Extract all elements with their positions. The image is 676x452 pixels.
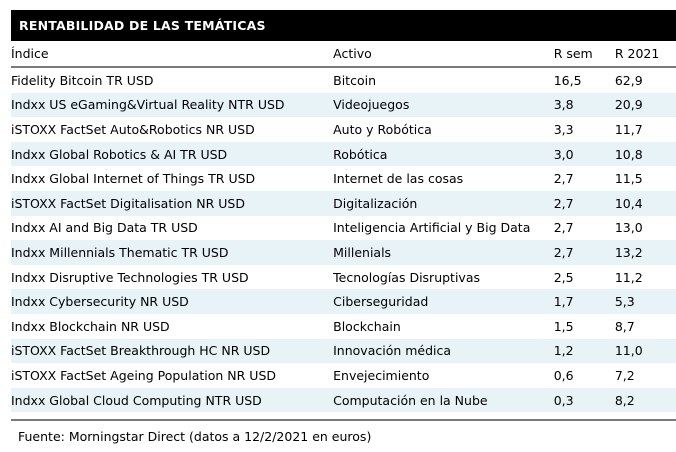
r-2021-cell: 13,0 — [614, 220, 643, 236]
header-row: Índice Activo R sem R 2021 — [11, 41, 676, 68]
index-name-cell: Indxx US eGaming&Virtual Reality NTR USD — [11, 92, 334, 118]
r-sem-cell: 0,6 — [553, 367, 574, 383]
table-body: Fidelity Bitcoin TR USD Bitcoin 16,5 62,9 In… — [11, 67, 676, 413]
index-name-cell: Indxx Blockchain NR USD — [11, 318, 170, 334]
asset-cell: Robótica — [333, 141, 554, 167]
table-row: Indxx Disruptive Technologies TR USD Tecn… — [11, 265, 676, 290]
source-note: Fuente: Morningstar Direct (datos a 12/2… — [18, 429, 372, 445]
r-2021-cell: 11,5 — [614, 171, 643, 187]
col-header-indice: Índice — [11, 41, 334, 68]
r-2021-cell: 7,2 — [614, 367, 635, 383]
r-2021-cell: 10,4 — [614, 190, 676, 216]
returns-table: Índice Activo R sem R 2021 Fidelity Bitc… — [11, 41, 676, 413]
index-name-cell: Indxx Millennials Thematic TR USD — [11, 240, 334, 265]
asset-cell: Millenials — [333, 240, 554, 265]
asset-cell: Computación en la Nube — [333, 387, 554, 413]
r-2021-cell: 11,0 — [614, 338, 676, 364]
table-row: Indxx AI and Big Data TR USD Inteligencia… — [11, 216, 676, 241]
asset-cell: Auto y Robótica — [333, 121, 432, 137]
r-sem-cell: 3,8 — [553, 92, 615, 118]
r-sem-cell: 0,3 — [553, 387, 615, 413]
asset-cell: Innovación médica — [333, 338, 554, 364]
asset-cell: Inteligencia Artificial y Big Data — [333, 220, 531, 236]
table-bottom-rule — [11, 419, 676, 422]
r-sem-cell: 1,7 — [553, 289, 615, 314]
r-sem-cell: 3,3 — [553, 121, 574, 137]
r-sem-cell: 2,7 — [553, 240, 615, 265]
table-header: Índice Activo R sem R 2021 — [11, 41, 676, 68]
r-2021-cell: 13,2 — [614, 240, 676, 265]
r-sem-cell: 1,5 — [553, 318, 574, 334]
asset-cell: Tecnologías Disruptivas — [333, 269, 480, 285]
r-2021-cell: 20,9 — [614, 92, 676, 118]
r-2021-cell: 5,3 — [614, 289, 676, 314]
col-header-activo: Activo — [333, 41, 554, 68]
table-row: iSTOXX FactSet Auto&Robotics NR USD Auto … — [11, 117, 676, 142]
table-row: Indxx Millennials Thematic TR USD Milleni… — [11, 240, 676, 265]
table-title-bar: RENTABILIDAD DE LAS TEMÁTICAS — [11, 10, 676, 41]
r-sem-cell: 1,2 — [553, 338, 615, 364]
asset-cell: Internet de las cosas — [333, 171, 464, 187]
index-name-cell: Indxx Cybersecurity NR USD — [11, 289, 334, 314]
r-2021-cell: 10,8 — [614, 141, 676, 167]
asset-cell: Blockchain — [333, 318, 401, 334]
asset-cell: Envejecimiento — [333, 367, 430, 383]
r-2021-cell: 8,7 — [614, 318, 635, 334]
r-2021-cell: 11,7 — [614, 121, 643, 137]
index-name-cell: iSTOXX FactSet Breakthrough HC NR USD — [11, 338, 334, 364]
index-name-cell: Indxx Global Internet of Things TR USD — [11, 171, 256, 187]
index-name-cell: iSTOXX FactSet Digitalisation NR USD — [11, 190, 334, 216]
table-row: iSTOXX FactSet Ageing Population NR USD E… — [11, 363, 676, 388]
table-row: Indxx Global Robotics & AI TR USD Robótic… — [11, 141, 676, 167]
table-row: Indxx US eGaming&Virtual Reality NTR USD… — [11, 92, 676, 118]
index-name-cell: iSTOXX FactSet Ageing Population NR USD — [11, 367, 277, 383]
index-name-cell: Fidelity Bitcoin TR USD — [11, 72, 154, 88]
table-row: Fidelity Bitcoin TR USD Bitcoin 16,5 62,9 — [11, 67, 676, 93]
r-sem-cell: 2,7 — [553, 171, 574, 187]
asset-cell: Ciberseguridad — [333, 289, 554, 314]
index-name-cell: Indxx Global Cloud Computing NTR USD — [11, 387, 334, 413]
index-name-cell: Indxx AI and Big Data TR USD — [11, 220, 198, 236]
table-row: iSTOXX FactSet Breakthrough HC NR USD Inn… — [11, 338, 676, 364]
asset-cell: Bitcoin — [333, 72, 376, 88]
index-name-cell: Indxx Disruptive Technologies TR USD — [11, 269, 249, 285]
table-row: iSTOXX FactSet Digitalisation NR USD Digi… — [11, 190, 676, 216]
r-2021-cell: 8,2 — [614, 387, 676, 413]
asset-cell: Digitalización — [333, 190, 554, 216]
col-header-r-2021: R 2021 — [614, 41, 676, 68]
thematics-returns-report: RENTABILIDAD DE LAS TEMÁTICAS Índice Act… — [11, 10, 676, 444]
table-row: Indxx Global Internet of Things TR USD In… — [11, 166, 676, 191]
r-sem-cell: 2,5 — [553, 269, 574, 285]
index-name-cell: iSTOXX FactSet Auto&Robotics NR USD — [11, 121, 255, 137]
index-name-cell: Indxx Global Robotics & AI TR USD — [11, 141, 334, 167]
r-sem-cell: 2,7 — [553, 190, 615, 216]
table-row: Indxx Blockchain NR USD Blockchain 1,5 8,7 — [11, 314, 676, 339]
r-2021-cell: 62,9 — [614, 72, 643, 88]
r-sem-cell: 2,7 — [553, 220, 574, 236]
table-row: Indxx Cybersecurity NR USD Ciberseguridad… — [11, 289, 676, 314]
asset-cell: Videojuegos — [333, 92, 554, 118]
col-header-r-sem: R sem — [553, 41, 615, 68]
table-title: RENTABILIDAD DE LAS TEMÁTICAS — [19, 18, 266, 33]
r-sem-cell: 16,5 — [553, 72, 582, 88]
r-2021-cell: 11,2 — [614, 269, 643, 285]
r-sem-cell: 3,0 — [553, 141, 615, 167]
table-row: Indxx Global Cloud Computing NTR USD Comp… — [11, 387, 676, 413]
